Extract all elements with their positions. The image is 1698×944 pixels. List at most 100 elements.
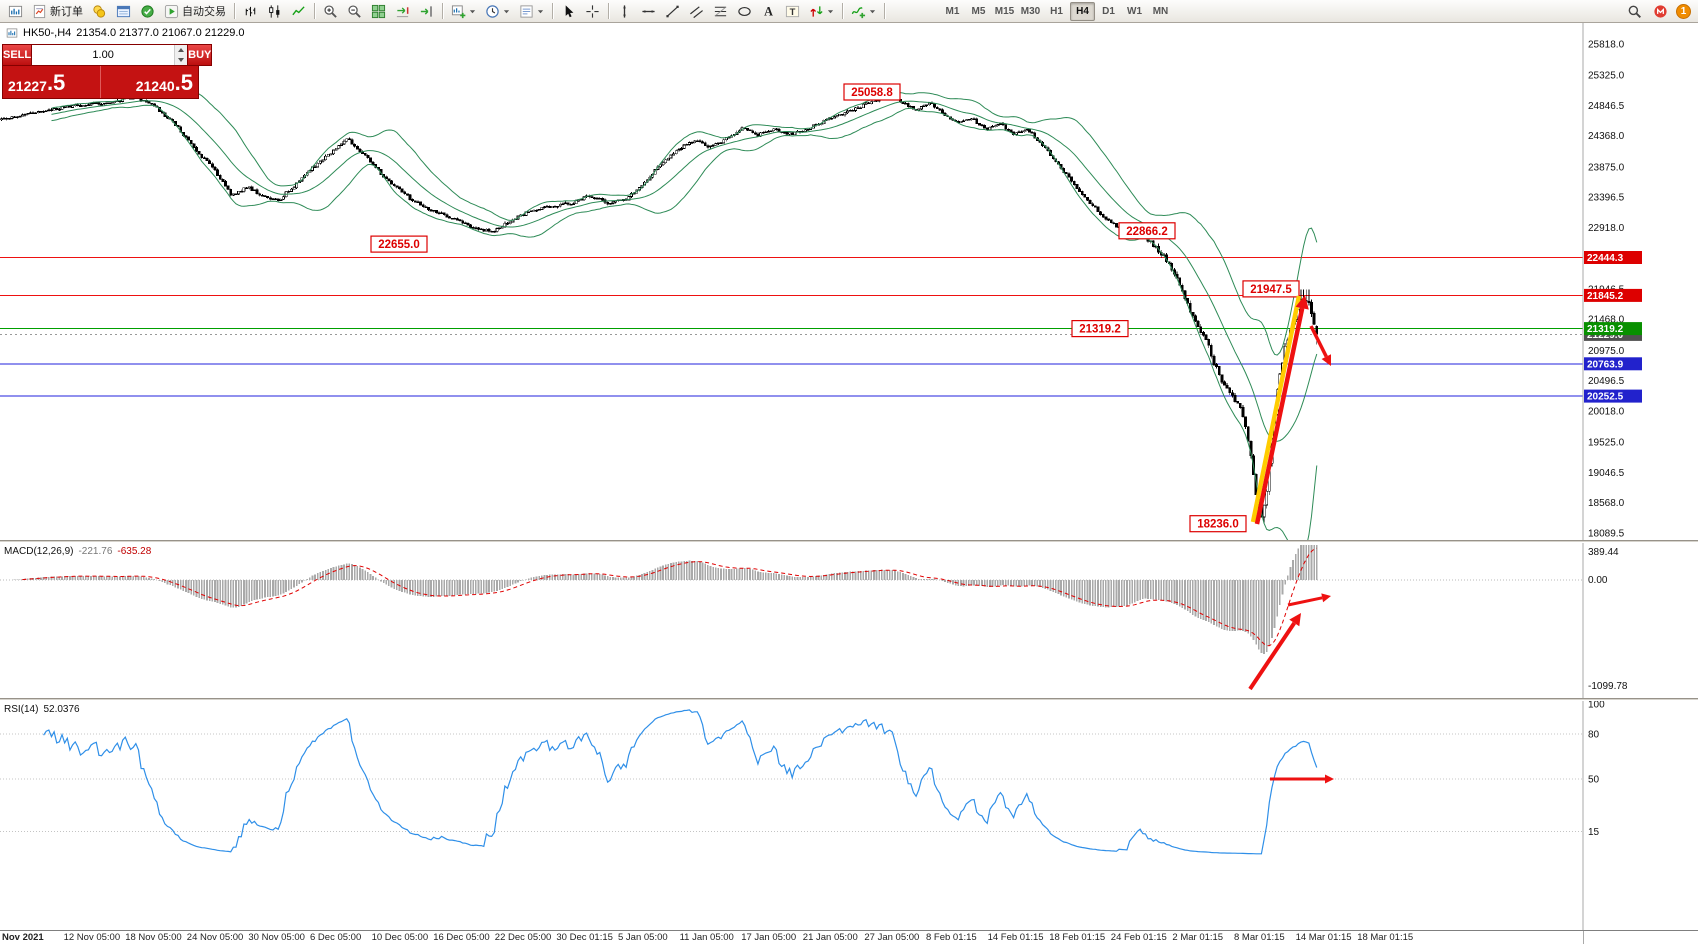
crosshair-button[interactable]: [581, 1, 604, 21]
auto-scroll-button[interactable]: [391, 1, 414, 21]
time-axis-label: 14 Feb 01:15: [987, 932, 1044, 943]
price-axis[interactable]: 25818.0 25325.0 24846.5 24368.0 23875.0 23396…: [1582, 23, 1642, 540]
ellipse-button[interactable]: [733, 1, 756, 21]
timeframe-h1-button[interactable]: H1: [1050, 5, 1063, 17]
templates-button[interactable]: [515, 1, 548, 21]
panel-splitter[interactable]: [0, 698, 1698, 701]
rsi-arrow[interactable]: [1270, 774, 1334, 784]
macd-arrows[interactable]: [1248, 593, 1331, 691]
zoom-out-button[interactable]: [343, 1, 366, 21]
time-axis-label: 17 Jan 05:00: [741, 932, 797, 943]
timeframe-w1-button[interactable]: W1: [1127, 5, 1142, 17]
text-label-button[interactable]: T: [781, 1, 804, 21]
chart-window-button[interactable]: [4, 1, 27, 21]
price-callouts[interactable]: 25058.8 22655.0 22866.2 21947.5 21319.2 18236…: [370, 83, 1300, 533]
candlestick-chart-button[interactable]: [263, 1, 286, 21]
sell-price[interactable]: 21227.5: [3, 66, 100, 98]
trendline-button[interactable]: [661, 1, 684, 21]
candlesticks: [0, 95, 1319, 524]
volume-input[interactable]: [32, 45, 175, 65]
buy-price-main: 21240: [135, 77, 175, 94]
svg-text:22918.0: 22918.0: [1588, 223, 1625, 234]
timeframe-mn-button[interactable]: MN: [1152, 5, 1169, 17]
chart-shift-button[interactable]: [415, 1, 438, 21]
channel-button[interactable]: [685, 1, 708, 21]
svg-text:15: 15: [1588, 827, 1600, 838]
time-axis[interactable]: Nov 2021 12 Nov 05:00 18 Nov 05:00 24 Nov 0…: [0, 930, 1698, 944]
svg-text:21468.0: 21468.0: [1588, 315, 1625, 326]
community-button[interactable]: [1649, 1, 1672, 21]
rsi-name: RSI(14): [4, 704, 39, 715]
buy-price[interactable]: 21240.5: [100, 66, 198, 98]
text-button[interactable]: A: [757, 1, 780, 21]
notification-badge[interactable]: 1: [1676, 3, 1691, 19]
fibonacci-button[interactable]: [709, 1, 732, 21]
svg-text:20496.5: 20496.5: [1588, 376, 1625, 387]
new-order-button[interactable]: 新订单: [28, 1, 87, 21]
autotrading-button[interactable]: 自动交易: [160, 1, 230, 21]
time-axis-label: 14 Mar 01:15: [1295, 932, 1352, 943]
market-watch-button[interactable]: [112, 1, 135, 21]
main-price-chart[interactable]: 25058.8 22655.0 22866.2 21947.5 21319.2 18236…: [0, 23, 1698, 540]
macd-histogram: [11, 545, 1318, 654]
search-button[interactable]: [1623, 1, 1646, 21]
svg-text:23396.5: 23396.5: [1588, 193, 1625, 204]
svg-text:25325.0: 25325.0: [1588, 71, 1625, 82]
timeframe-h4-button[interactable]: H4: [1070, 1, 1095, 21]
rsi-line: [43, 709, 1318, 855]
svg-text:20018.0: 20018.0: [1588, 407, 1625, 418]
rsi-axis[interactable]: 100 80 50 15: [1582, 701, 1605, 930]
svg-text:22655.0: 22655.0: [378, 239, 420, 251]
svg-text:21319.2: 21319.2: [1079, 324, 1121, 336]
svg-text:25058.8: 25058.8: [851, 87, 893, 99]
tile-windows-button[interactable]: [367, 1, 390, 21]
chart-symbol-period: HK50-,H4: [23, 27, 72, 39]
svg-text:24368.0: 24368.0: [1588, 131, 1625, 142]
macd-indicator-panel[interactable]: 389.44 0.00 -1099.78: [0, 543, 1698, 698]
buy-price-pips: .5: [174, 70, 193, 96]
zoom-in-button[interactable]: [319, 1, 342, 21]
sell-price-pips: .5: [46, 70, 66, 96]
trend-arrows[interactable]: [1250, 295, 1331, 525]
new-chart-button[interactable]: [447, 1, 480, 21]
vertical-line-button[interactable]: [613, 1, 636, 21]
timeframe-m5-button[interactable]: M5: [971, 5, 986, 17]
metaeditor-button[interactable]: [88, 1, 111, 21]
svg-text:A: A: [764, 4, 773, 18]
timeframe-d1-button[interactable]: D1: [1102, 5, 1115, 17]
chart-ohlc-values: 21354.0 21377.0 21067.0 21229.0: [76, 27, 245, 39]
timeframe-m15-button[interactable]: M15: [994, 5, 1015, 17]
panel-splitter[interactable]: [0, 540, 1698, 543]
toolbar-separator: [884, 3, 885, 19]
timeframe-toolbar: M1 M5 M15 M30 H1 H4 D1 W1 MN: [940, 1, 1173, 21]
chart-symbol-icon: [6, 28, 18, 38]
price-level-lines[interactable]: [0, 256, 1583, 397]
timeframe-m30-button[interactable]: M30: [1020, 5, 1041, 17]
toolbar: 新订单 自动交易 A T M1 M5 M15 M30 H1 H4 D1 W1 MN 1: [0, 0, 1698, 23]
rsi-indicator-panel[interactable]: 100 80 50 15: [0, 701, 1698, 930]
time-axis-label: 12 Nov 05:00: [63, 932, 121, 943]
svg-text:80: 80: [1588, 730, 1600, 741]
volume-up-button[interactable]: [175, 45, 187, 55]
svg-text:22866.2: 22866.2: [1126, 226, 1168, 238]
profiles-button[interactable]: [481, 1, 514, 21]
chart-title: HK50-,H4 21354.0 21377.0 21067.0 21229.0: [6, 27, 245, 39]
cursor-button[interactable]: [557, 1, 580, 21]
buy-button[interactable]: BUY: [187, 44, 213, 66]
svg-text:389.44: 389.44: [1588, 547, 1619, 558]
sell-button[interactable]: SELL: [2, 44, 33, 66]
volume-down-button[interactable]: [175, 55, 187, 65]
time-axis-label: 30 Nov 05:00: [248, 932, 305, 943]
time-axis-label: 30 Dec 01:15: [556, 932, 613, 943]
macd-axis[interactable]: 389.44 0.00 -1099.78: [1582, 543, 1628, 698]
bar-chart-button[interactable]: [239, 1, 262, 21]
indicators-button[interactable]: [847, 1, 880, 21]
time-axis-label: 5 Jan 05:00: [618, 932, 668, 943]
arrows-tool-button[interactable]: [805, 1, 838, 21]
timeframe-m1-button[interactable]: M1: [945, 5, 960, 17]
data-refresh-button[interactable]: [136, 1, 159, 21]
horizontal-line-button[interactable]: [637, 1, 660, 21]
line-chart-button[interactable]: [287, 1, 310, 21]
time-axis-label: 24 Feb 01:15: [1110, 932, 1167, 943]
